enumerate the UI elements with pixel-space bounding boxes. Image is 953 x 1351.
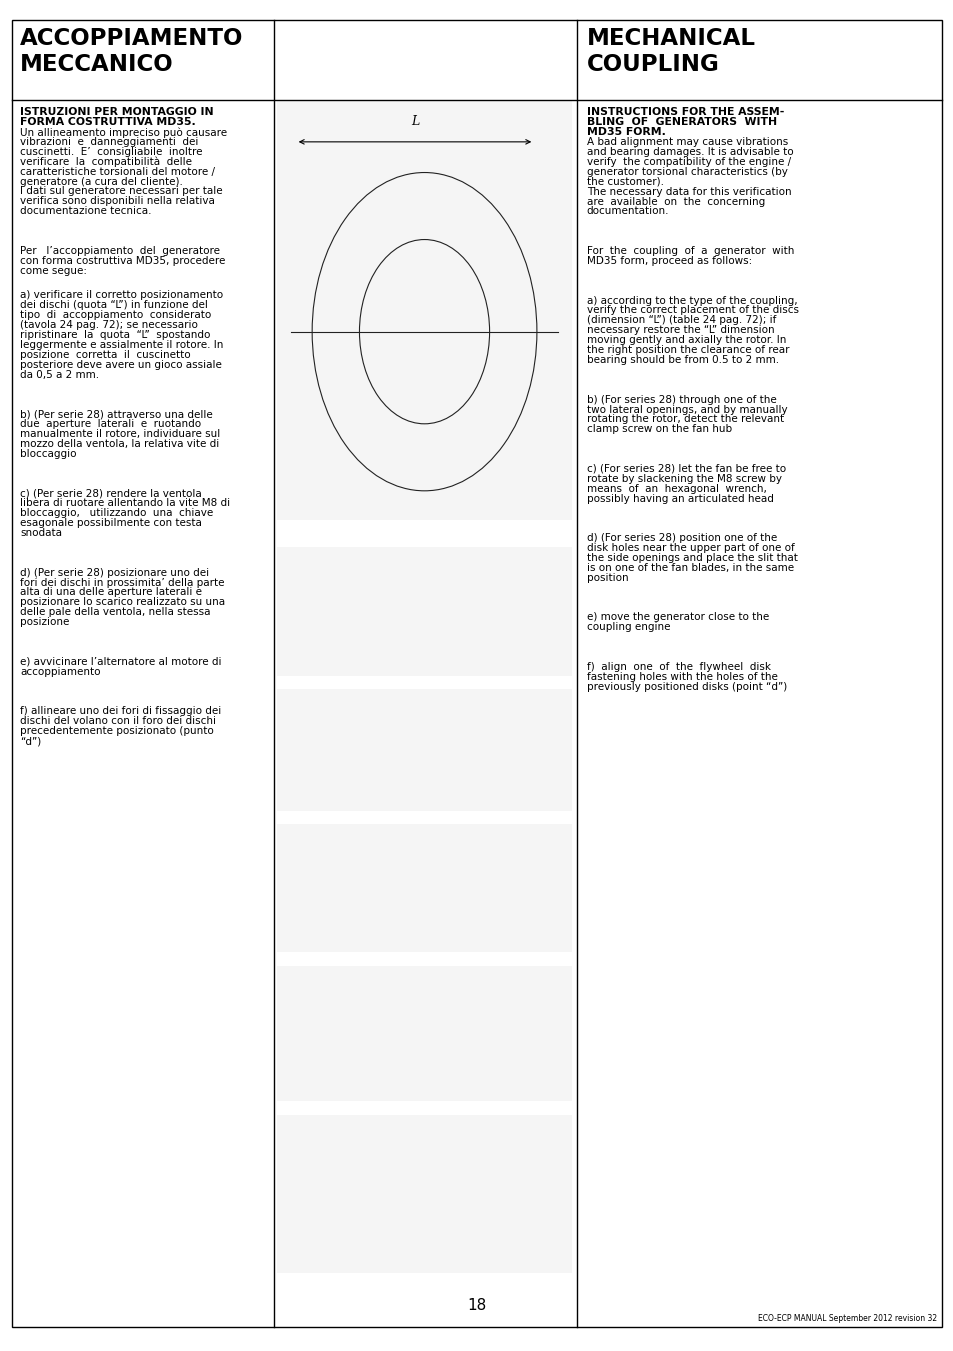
Text: the customer).: the customer). (586, 177, 663, 186)
Text: documentazione tecnica.: documentazione tecnica. (20, 207, 152, 216)
Text: two lateral openings, and by manually: two lateral openings, and by manually (586, 404, 786, 415)
Text: ripristinare  la  quota  “L”  spostando: ripristinare la quota “L” spostando (20, 330, 211, 340)
Text: da 0,5 a 2 mm.: da 0,5 a 2 mm. (20, 370, 99, 380)
Text: moving gently and axially the rotor. In: moving gently and axially the rotor. In (586, 335, 785, 346)
Text: coupling engine: coupling engine (586, 623, 670, 632)
Text: leggermente e assialmente il rotore. In: leggermente e assialmente il rotore. In (20, 340, 223, 350)
Text: 18: 18 (467, 1298, 486, 1313)
Text: d) (Per serie 28) posizionare uno dei: d) (Per serie 28) posizionare uno dei (20, 567, 209, 578)
Text: “d”): “d”) (20, 736, 41, 746)
Text: due  aperture  laterali  e  ruotando: due aperture laterali e ruotando (20, 419, 201, 430)
Text: cuscinetti.  E’  consigliabile  inoltre: cuscinetti. E’ consigliabile inoltre (20, 147, 202, 157)
Text: FORMA COSTRUTTIVA MD35.: FORMA COSTRUTTIVA MD35. (20, 118, 195, 127)
Text: clamp screw on the fan hub: clamp screw on the fan hub (586, 424, 731, 434)
Text: disk holes near the upper part of one of: disk holes near the upper part of one of (586, 543, 794, 553)
Text: mozzo della ventola, la relativa vite di: mozzo della ventola, la relativa vite di (20, 439, 219, 449)
Text: f) allineare uno dei fori di fissaggio dei: f) allineare uno dei fori di fissaggio d… (20, 707, 221, 716)
Text: are  available  on  the  concerning: are available on the concerning (586, 196, 764, 207)
Text: verify the correct placement of the discs: verify the correct placement of the disc… (586, 305, 798, 316)
Bar (276, 101, 572, 520)
Bar (276, 547, 572, 676)
Text: position: position (586, 573, 628, 582)
Text: possibly having an articulated head: possibly having an articulated head (586, 493, 773, 504)
Text: Un allineamento impreciso può causare: Un allineamento impreciso può causare (20, 127, 227, 138)
Text: b) (Per serie 28) attraverso una delle: b) (Per serie 28) attraverso una delle (20, 409, 213, 419)
Text: vibrazioni  e  danneggiamenti  dei: vibrazioni e danneggiamenti dei (20, 136, 198, 147)
Text: BLING  OF  GENERATORS  WITH: BLING OF GENERATORS WITH (586, 118, 776, 127)
Text: posizionare lo scarico realizzato su una: posizionare lo scarico realizzato su una (20, 597, 225, 608)
Text: delle pale della ventola, nella stessa: delle pale della ventola, nella stessa (20, 607, 211, 617)
Text: rotating the rotor, detect the relevant: rotating the rotor, detect the relevant (586, 415, 783, 424)
Text: (tavola 24 pag. 72); se necessario: (tavola 24 pag. 72); se necessario (20, 320, 197, 330)
Text: a) according to the type of the coupling,: a) according to the type of the coupling… (586, 296, 797, 305)
Text: fori dei dischi in prossimita’ della parte: fori dei dischi in prossimita’ della par… (20, 578, 224, 588)
Text: c) (For series 28) let the fan be free to: c) (For series 28) let the fan be free t… (586, 463, 785, 474)
Text: ECO-ECP MANUAL September 2012 revision 32: ECO-ECP MANUAL September 2012 revision 3… (757, 1313, 936, 1323)
Text: MD35 form, proceed as follows:: MD35 form, proceed as follows: (586, 255, 751, 266)
Bar (276, 824, 572, 952)
Text: f)  align  one  of  the  flywheel  disk: f) align one of the flywheel disk (586, 662, 770, 671)
Text: MECHANICAL
COUPLING: MECHANICAL COUPLING (586, 27, 755, 76)
Text: posteriore deve avere un gioco assiale: posteriore deve avere un gioco assiale (20, 359, 222, 370)
Text: I dati sul generatore necessari per tale: I dati sul generatore necessari per tale (20, 186, 222, 196)
Text: bearing should be from 0.5 to 2 mm.: bearing should be from 0.5 to 2 mm. (586, 355, 778, 365)
Text: ACCOPPIAMENTO
MECCANICO: ACCOPPIAMENTO MECCANICO (20, 27, 243, 76)
Text: generatore (a cura del cliente).: generatore (a cura del cliente). (20, 177, 183, 186)
Text: b) (For series 28) through one of the: b) (For series 28) through one of the (586, 394, 776, 404)
Text: dischi del volano con il foro dei dischi: dischi del volano con il foro dei dischi (20, 716, 215, 727)
Text: MD35 FORM.: MD35 FORM. (586, 127, 665, 136)
Text: tipo  di  accoppiamento  considerato: tipo di accoppiamento considerato (20, 311, 211, 320)
Text: ISTRUZIONI PER MONTAGGIO IN: ISTRUZIONI PER MONTAGGIO IN (20, 107, 213, 116)
Text: posizione: posizione (20, 617, 70, 627)
Bar (276, 966, 572, 1101)
Text: (dimension “L”) (table 24 pag. 72); if: (dimension “L”) (table 24 pag. 72); if (586, 315, 776, 326)
Text: come segue:: come segue: (20, 266, 87, 276)
Text: and bearing damages. It is advisable to: and bearing damages. It is advisable to (586, 147, 793, 157)
Text: verifica sono disponibili nella relativa: verifica sono disponibili nella relativa (20, 196, 214, 207)
Text: rotate by slackening the M8 screw by: rotate by slackening the M8 screw by (586, 474, 781, 484)
Text: the side openings and place the slit that: the side openings and place the slit tha… (586, 553, 797, 563)
Text: fastening holes with the holes of the: fastening holes with the holes of the (586, 671, 777, 682)
Text: L: L (411, 115, 418, 128)
Text: INSTRUCTIONS FOR THE ASSEM-: INSTRUCTIONS FOR THE ASSEM- (586, 107, 783, 116)
Text: bloccaggio: bloccaggio (20, 449, 76, 459)
Text: e) move the generator close to the: e) move the generator close to the (586, 612, 768, 623)
Text: bloccaggio,   utilizzando  una  chiave: bloccaggio, utilizzando una chiave (20, 508, 213, 519)
Text: verify  the compatibility of the engine /: verify the compatibility of the engine / (586, 157, 790, 168)
Text: The necessary data for this verification: The necessary data for this verification (586, 186, 790, 197)
Text: previously positioned disks (point “d”): previously positioned disks (point “d”) (586, 682, 786, 692)
Text: dei dischi (quota “L”) in funzione del: dei dischi (quota “L”) in funzione del (20, 300, 208, 311)
Text: e) avvicinare l’alternatore al motore di: e) avvicinare l’alternatore al motore di (20, 657, 221, 667)
Text: Per   l’accoppiamento  del  generatore: Per l’accoppiamento del generatore (20, 246, 220, 255)
Text: means  of  an  hexagonal  wrench,: means of an hexagonal wrench, (586, 484, 766, 493)
Text: generator torsional characteristics (by: generator torsional characteristics (by (586, 168, 787, 177)
Text: necessary restore the “L” dimension: necessary restore the “L” dimension (586, 326, 774, 335)
Text: alta di una delle aperture laterali e: alta di una delle aperture laterali e (20, 588, 202, 597)
Bar (276, 1115, 572, 1273)
Text: verificare  la  compatibilità  delle: verificare la compatibilità delle (20, 157, 192, 168)
Text: precedentemente posizionato (punto: precedentemente posizionato (punto (20, 725, 213, 736)
Text: caratteristiche torsionali del motore /: caratteristiche torsionali del motore / (20, 166, 214, 177)
Text: documentation.: documentation. (586, 207, 668, 216)
Text: snodata: snodata (20, 528, 62, 538)
Text: esagonale possibilmente con testa: esagonale possibilmente con testa (20, 519, 202, 528)
Text: the right position the clearance of rear: the right position the clearance of rear (586, 345, 788, 355)
Text: c) (Per serie 28) rendere la ventola: c) (Per serie 28) rendere la ventola (20, 489, 202, 499)
Text: For  the  coupling  of  a  generator  with: For the coupling of a generator with (586, 246, 793, 257)
Text: is on one of the fan blades, in the same: is on one of the fan blades, in the same (586, 563, 793, 573)
Bar (276, 689, 572, 811)
Text: posizione  corretta  il  cuscinetto: posizione corretta il cuscinetto (20, 350, 191, 359)
Text: libera di ruotare allentando la vite M8 di: libera di ruotare allentando la vite M8 … (20, 499, 230, 508)
Text: d) (For series 28) position one of the: d) (For series 28) position one of the (586, 534, 776, 543)
Text: A bad alignment may cause vibrations: A bad alignment may cause vibrations (586, 138, 787, 147)
Text: manualmente il rotore, individuare sul: manualmente il rotore, individuare sul (20, 430, 220, 439)
Text: a) verificare il corretto posizionamento: a) verificare il corretto posizionamento (20, 290, 223, 300)
Text: con forma costruttiva MD35, procedere: con forma costruttiva MD35, procedere (20, 255, 225, 266)
Text: accoppiamento: accoppiamento (20, 666, 100, 677)
